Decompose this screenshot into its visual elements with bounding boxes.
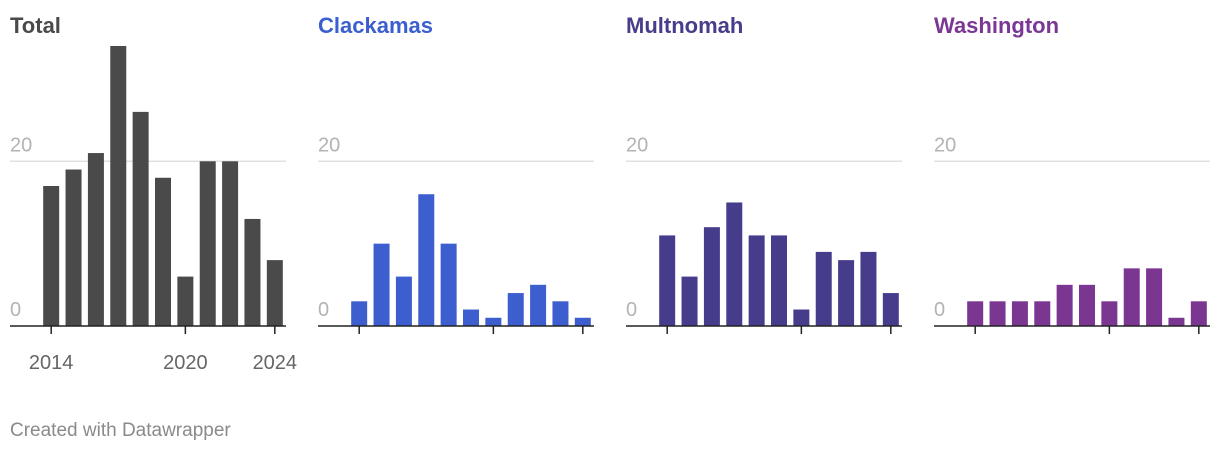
bar	[132, 111, 149, 326]
bar	[838, 260, 855, 326]
bar	[463, 309, 479, 326]
bar	[351, 301, 368, 326]
bar	[1079, 284, 1095, 326]
bar	[440, 243, 457, 326]
bar	[43, 186, 60, 326]
bar	[793, 309, 810, 326]
bar	[659, 235, 676, 326]
bar	[222, 161, 239, 326]
bar	[155, 177, 171, 326]
x-tick-label: 2014	[29, 352, 74, 374]
bar	[395, 276, 412, 326]
bar	[485, 317, 502, 326]
panel-title: Multnomah	[626, 13, 743, 38]
panel-title: Clackamas	[318, 13, 433, 38]
y-tick-label: 20	[318, 134, 340, 156]
bar	[882, 293, 899, 326]
bar	[199, 161, 216, 326]
bar	[1123, 268, 1140, 326]
y-tick-label: 20	[10, 134, 32, 156]
y-tick-label: 0	[10, 299, 21, 321]
bar	[860, 251, 877, 326]
bar	[177, 276, 194, 326]
bar	[373, 243, 390, 326]
x-tick-label: 2020	[163, 352, 208, 374]
bar	[507, 293, 524, 326]
panel-title: Total	[10, 13, 61, 38]
bar	[1034, 301, 1051, 326]
bar	[530, 284, 547, 326]
bar	[726, 202, 743, 326]
bar	[1101, 301, 1118, 326]
bar	[244, 218, 261, 326]
bar	[1190, 301, 1207, 326]
bar	[1056, 284, 1073, 326]
bar	[418, 194, 435, 326]
y-tick-label: 20	[626, 134, 648, 156]
panel-title: Washington	[934, 13, 1059, 38]
y-tick-label: 0	[626, 299, 637, 321]
bar	[681, 276, 698, 326]
bar	[771, 235, 787, 326]
x-tick-label: 2024	[253, 352, 298, 374]
bar	[815, 251, 832, 326]
bar	[748, 235, 765, 326]
bar	[1011, 301, 1028, 326]
bar	[552, 301, 569, 326]
bar	[65, 169, 82, 326]
bar	[1168, 317, 1185, 326]
footer: Created with Datawrapper	[10, 420, 231, 441]
bar	[703, 227, 720, 326]
y-tick-label: 0	[934, 299, 945, 321]
y-tick-label: 20	[934, 134, 956, 156]
bar	[1146, 268, 1163, 326]
bar	[266, 260, 283, 326]
bar	[989, 301, 1006, 326]
bar	[574, 317, 591, 326]
bar	[967, 301, 984, 326]
y-tick-label: 0	[318, 299, 329, 321]
bar	[87, 153, 104, 326]
bar	[110, 46, 127, 326]
